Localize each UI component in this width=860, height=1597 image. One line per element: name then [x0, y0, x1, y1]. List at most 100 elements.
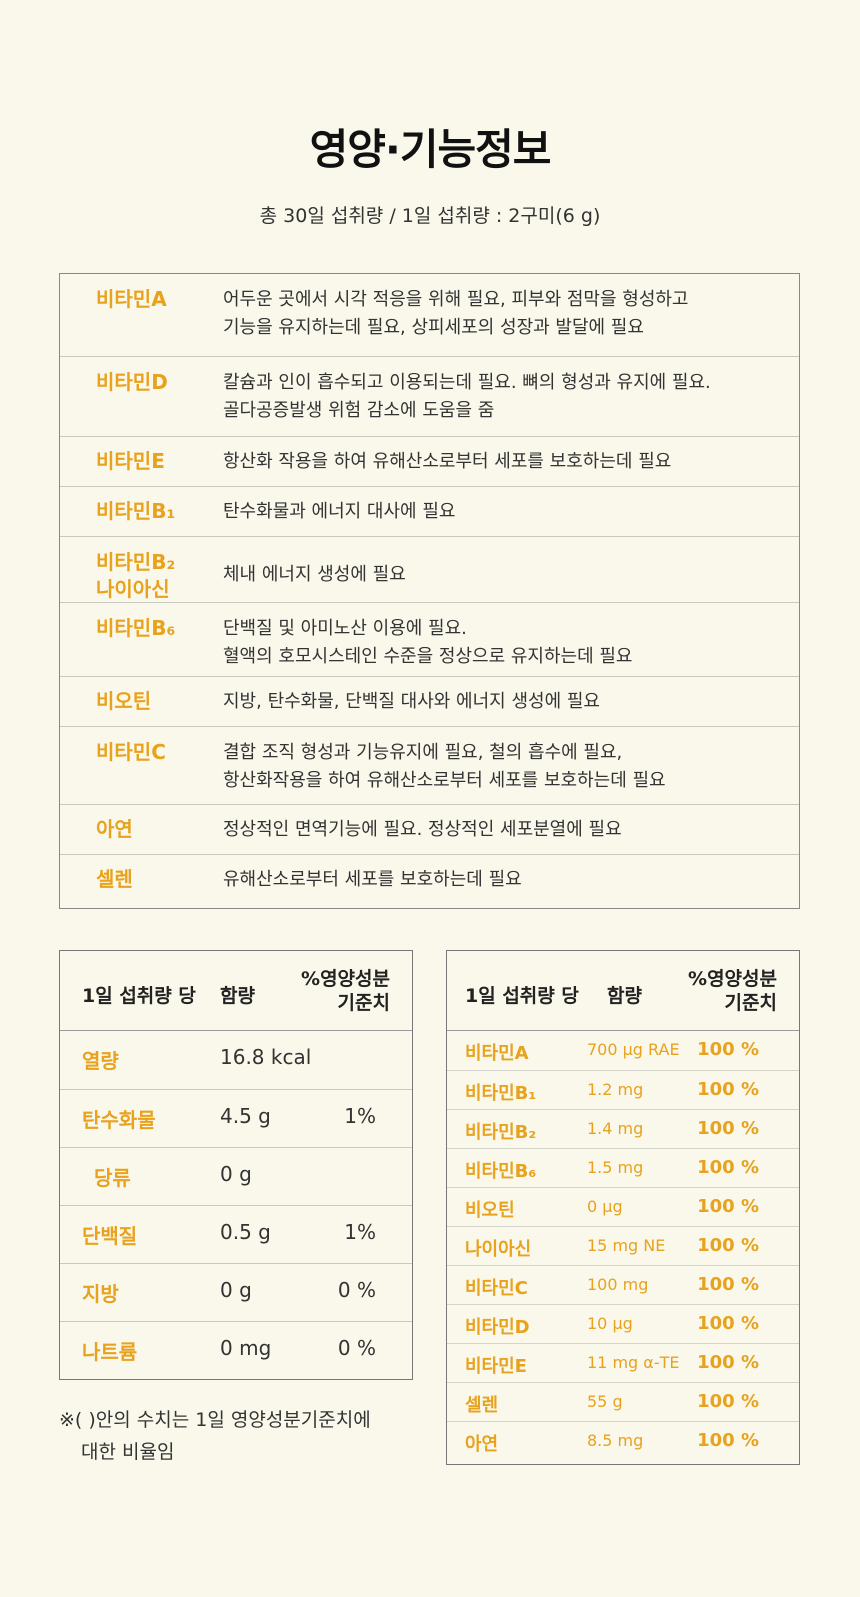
nutrient-name: 나이아신 — [465, 1239, 532, 1260]
table-row: 나트륨 0 mg 0 % — [60, 1321, 412, 1379]
table-row: 비타민C 100 mg 100 % — [447, 1265, 799, 1304]
table-row: 비타민D 10 μg 100 % — [447, 1304, 799, 1343]
nutrient-percent: 100 % — [697, 1430, 759, 1451]
table-row: 비오틴 0 μg 100 % — [447, 1187, 799, 1226]
functional-row: 비타민A 어두운 곳에서 시각 적응을 위해 필요, 피부와 점막을 형성하고 기능… — [60, 274, 799, 356]
table-row: 나이아신 15 mg NE 100 % — [447, 1226, 799, 1265]
header-per-serving: 1일 섭취량 당 — [82, 985, 196, 1007]
nutrient-name: 비타민A — [96, 287, 167, 311]
nutrient-percent: 100 % — [697, 1352, 759, 1373]
nutrient-name: 당류 — [94, 1166, 131, 1190]
table-row: 열량 16.8 kcal — [60, 1031, 412, 1089]
nutrient-name: 비타민E — [96, 449, 165, 473]
vitamin-table: 1일 섭취량 당 함량 %영양성분 기준치 비타민A 700 μg RAE 100 %… — [446, 950, 800, 1465]
table-row: 아연 8.5 mg 100 % — [447, 1421, 799, 1460]
header-amount: 함량 — [220, 985, 255, 1007]
nutrient-function: 지방, 탄수화물, 단백질 대사와 에너지 생성에 필요 — [223, 691, 600, 712]
functional-row: 셀렌 유해산소로부터 세포를 보호하는데 필요 — [60, 854, 799, 908]
nutrient-function: 탄수화물과 에너지 대사에 필요 — [223, 501, 456, 522]
nutrient-function: 칼슘과 인이 흡수되고 이용되는데 필요. 뼈의 형성과 유지에 필요. 골다공증… — [223, 372, 711, 421]
nutrient-amount: 0 μg — [587, 1197, 623, 1216]
nutrient-amount: 1.2 mg — [587, 1080, 644, 1099]
nutrient-name: 비타민B₂ — [465, 1122, 537, 1143]
table-row: 비타민E 11 mg α-TE 100 % — [447, 1343, 799, 1382]
functional-row: 아연 정상적인 면역기능에 필요. 정상적인 세포분열에 필요 — [60, 804, 799, 854]
nutrient-name: 비타민B₁ — [465, 1083, 537, 1104]
nutrient-name: 비타민D — [465, 1317, 530, 1338]
table-row: 비타민B₁ 1.2 mg 100 % — [447, 1070, 799, 1109]
nutrient-amount: 0 g — [220, 1162, 252, 1186]
nutrient-amount: 0 mg — [220, 1336, 272, 1360]
nutrient-function: 정상적인 면역기능에 필요. 정상적인 세포분열에 필요 — [223, 819, 622, 840]
nutrient-amount: 8.5 mg — [587, 1431, 644, 1450]
header-amount: 함량 — [607, 985, 642, 1007]
functional-row: 비타민B₁ 탄수화물과 에너지 대사에 필요 — [60, 486, 799, 536]
nutrient-percent: 1% — [344, 1104, 376, 1128]
nutrient-percent: 0 % — [337, 1336, 376, 1360]
nutrient-percent: 100 % — [697, 1391, 759, 1412]
nutrient-percent: 0 % — [337, 1278, 376, 1302]
table-row: 당류 0 g — [60, 1147, 412, 1205]
nutrient-name: 아연 — [465, 1434, 499, 1455]
nutrient-percent: 100 % — [697, 1039, 759, 1060]
header-daily-value: %영양성분 기준치 — [688, 968, 777, 1014]
nutrient-amount: 700 μg RAE — [587, 1040, 680, 1059]
nutrient-percent: 100 % — [697, 1157, 759, 1178]
nutrient-name: 비타민C — [465, 1278, 528, 1299]
nutrient-name: 아연 — [96, 817, 133, 841]
functional-row: 비타민B₂ 나이아신 체내 에너지 생성에 필요 — [60, 536, 799, 602]
table-row: 지방 0 g 0 % — [60, 1263, 412, 1321]
nutrient-amount: 0 g — [220, 1278, 252, 1302]
nutrient-name: 비타민B₁ — [96, 499, 176, 523]
nutrient-name: 비타민C — [96, 740, 166, 764]
nutrient-name: 비타민D — [96, 370, 168, 394]
functional-info-table: 비타민A 어두운 곳에서 시각 적응을 위해 필요, 피부와 점막을 형성하고 기능… — [59, 273, 800, 909]
nutrient-amount: 10 μg — [587, 1314, 633, 1333]
nutrient-amount: 0.5 g — [220, 1220, 271, 1244]
header-per-serving: 1일 섭취량 당 — [465, 985, 579, 1007]
nutrient-amount: 55 g — [587, 1392, 623, 1411]
functional-row: 비타민B₆ 단백질 및 아미노산 이용에 필요. 혈액의 호모시스테인 수준을 정상… — [60, 602, 799, 676]
functional-row: 비오틴 지방, 탄수화물, 단백질 대사와 에너지 생성에 필요 — [60, 676, 799, 726]
nutrient-function: 어두운 곳에서 시각 적응을 위해 필요, 피부와 점막을 형성하고 기능을 유지… — [223, 289, 689, 338]
table-row: 비타민B₂ 1.4 mg 100 % — [447, 1109, 799, 1148]
table-row: 탄수화물 4.5 g 1% — [60, 1089, 412, 1147]
nutrient-name: 비오틴 — [96, 689, 152, 713]
nutrient-percent: 100 % — [697, 1274, 759, 1295]
table-row: 비타민B₆ 1.5 mg 100 % — [447, 1148, 799, 1187]
nutrient-amount: 11 mg α-TE — [587, 1353, 680, 1372]
nutrient-name: 나트륨 — [82, 1340, 138, 1364]
nutrient-percent: 100 % — [697, 1196, 759, 1217]
table-row: 비타민A 700 μg RAE 100 % — [447, 1031, 799, 1070]
nutrient-amount: 100 mg — [587, 1275, 649, 1294]
footnote: ※( )안의 수치는 1일 영양성분기준치에 대한 비율임 — [59, 1409, 371, 1463]
nutrient-name: 열량 — [82, 1049, 119, 1073]
functional-row: 비타민D 칼슘과 인이 흡수되고 이용되는데 필요. 뼈의 형성과 유지에 필요.… — [60, 356, 799, 436]
table-row: 셀렌 55 g 100 % — [447, 1382, 799, 1421]
nutrient-name: 비타민B₂ 나이아신 — [96, 550, 176, 601]
nutrient-name: 지방 — [82, 1282, 119, 1306]
functional-row: 비타민C 결합 조직 형성과 기능유지에 필요, 철의 흡수에 필요, 항산화작용을… — [60, 726, 799, 804]
table-row: 단백질 0.5 g 1% — [60, 1205, 412, 1263]
nutrient-amount: 1.5 mg — [587, 1158, 644, 1177]
nutrient-percent: 100 % — [697, 1235, 759, 1256]
vitamin-table-header: 1일 섭취량 당 함량 %영양성분 기준치 — [447, 951, 799, 1031]
nutrient-amount: 16.8 kcal — [220, 1045, 312, 1069]
nutrient-percent: 100 % — [697, 1313, 759, 1334]
nutrient-function: 유해산소로부터 세포를 보호하는데 필요 — [223, 869, 522, 890]
serving-info: 총 30일 섭취량 / 1일 섭취량 : 2구미(6 g) — [259, 205, 601, 227]
nutrient-amount: 15 mg NE — [587, 1236, 666, 1255]
nutrient-name: 단백질 — [82, 1224, 138, 1248]
nutrient-name: 비타민A — [465, 1043, 529, 1064]
nutrient-function: 단백질 및 아미노산 이용에 필요. 혈액의 호모시스테인 수준을 정상으로 유지… — [223, 618, 633, 667]
nutrient-name: 비오틴 — [465, 1200, 515, 1221]
nutrient-name: 비타민B₆ — [96, 616, 176, 640]
nutrient-function: 항산화 작용을 하여 유해산소로부터 세포를 보호하는데 필요 — [223, 451, 672, 472]
page-title: 영양·기능정보 — [309, 125, 552, 174]
nutrient-function: 체내 에너지 생성에 필요 — [223, 564, 406, 585]
header-daily-value: %영양성분 기준치 — [301, 968, 390, 1014]
nutrient-name: 탄수화물 — [82, 1108, 156, 1132]
nutrient-percent: 100 % — [697, 1118, 759, 1139]
nutrient-percent: 100 % — [697, 1079, 759, 1100]
nutrition-table: 1일 섭취량 당 함량 %영양성분 기준치 열량 16.8 kcal 탄수화물 4.5 … — [59, 950, 413, 1380]
